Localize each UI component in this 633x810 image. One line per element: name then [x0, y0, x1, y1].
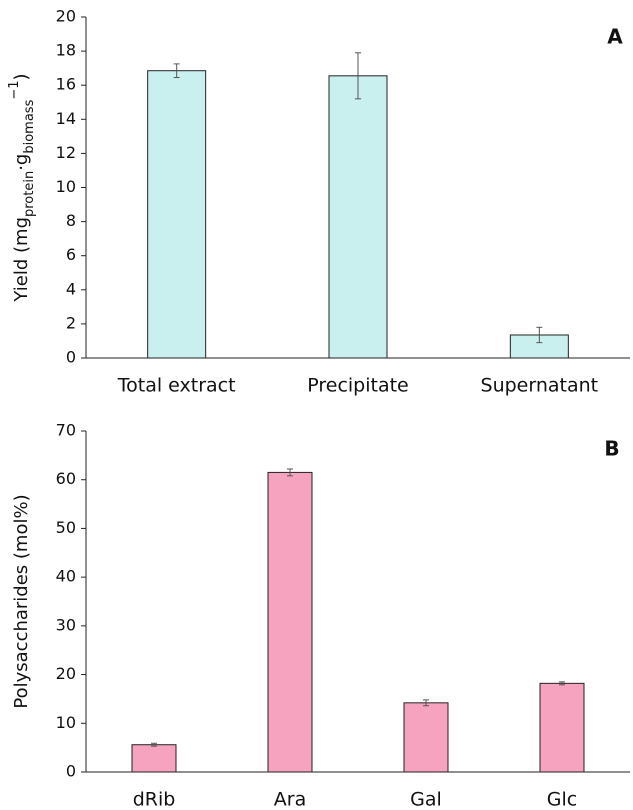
error-bar	[287, 468, 293, 477]
y-tick-label: 40	[56, 567, 76, 586]
panel-label: B	[604, 437, 619, 461]
error-bar	[151, 742, 157, 747]
y-tick-label: 16	[56, 75, 76, 94]
error-bar	[355, 52, 361, 100]
x-tick-label: Total extract	[117, 375, 236, 397]
y-tick-label: 20	[56, 7, 76, 26]
y-axis-label-part: Polysaccharides (mol%)	[11, 494, 32, 708]
y-axis-label: Yield (mgprotein·gbiomass−1)	[7, 73, 37, 302]
error-bar	[173, 63, 180, 79]
y-tick-label: 14	[56, 109, 76, 128]
y-axis-label-part: )	[11, 73, 32, 80]
y-tick-label: 50	[56, 518, 76, 537]
y-axis-label-part: protein	[22, 171, 37, 217]
y-tick-label: 30	[56, 615, 76, 634]
y-tick-label: 18	[56, 41, 76, 60]
x-tick-label: Ara	[274, 789, 306, 810]
bar	[328, 75, 388, 359]
y-tick-label: 0	[66, 348, 76, 367]
bar	[147, 70, 207, 359]
error-bar	[536, 326, 543, 344]
y-axis-label: Polysaccharides (mol%)	[11, 494, 32, 708]
y-tick-label: 0	[66, 762, 76, 781]
y-axis-label-part: Yield (mg	[11, 217, 32, 303]
bar	[131, 744, 177, 773]
bar	[539, 682, 585, 773]
y-tick-label: 60	[56, 469, 76, 488]
x-tick-label: Precipitate	[307, 375, 409, 397]
x-tick-label: Gal	[410, 789, 442, 810]
y-axis-label-part: biomass	[22, 99, 37, 153]
x-tick-label: Supernatant	[481, 375, 599, 397]
y-tick-label: 8	[66, 211, 76, 230]
panel-label: A	[607, 25, 623, 49]
y-tick-label: 20	[56, 664, 76, 683]
x-tick-label: dRib	[133, 789, 176, 810]
y-tick-label: 12	[56, 143, 76, 162]
y-axis-label-part: ·g	[11, 154, 32, 171]
y-tick-label: 6	[66, 245, 76, 264]
y-tick-label: 4	[66, 279, 76, 298]
error-bar	[423, 699, 429, 707]
y-tick-label: 70	[56, 421, 76, 440]
y-tick-label: 10	[56, 713, 76, 732]
y-tick-label: 2	[66, 313, 76, 332]
error-bar	[559, 681, 565, 686]
y-tick-label: 10	[56, 177, 76, 196]
bar	[403, 702, 449, 773]
bar	[267, 471, 313, 773]
x-tick-label: Glc	[547, 789, 577, 810]
y-axis-label-part: −1	[7, 80, 22, 99]
